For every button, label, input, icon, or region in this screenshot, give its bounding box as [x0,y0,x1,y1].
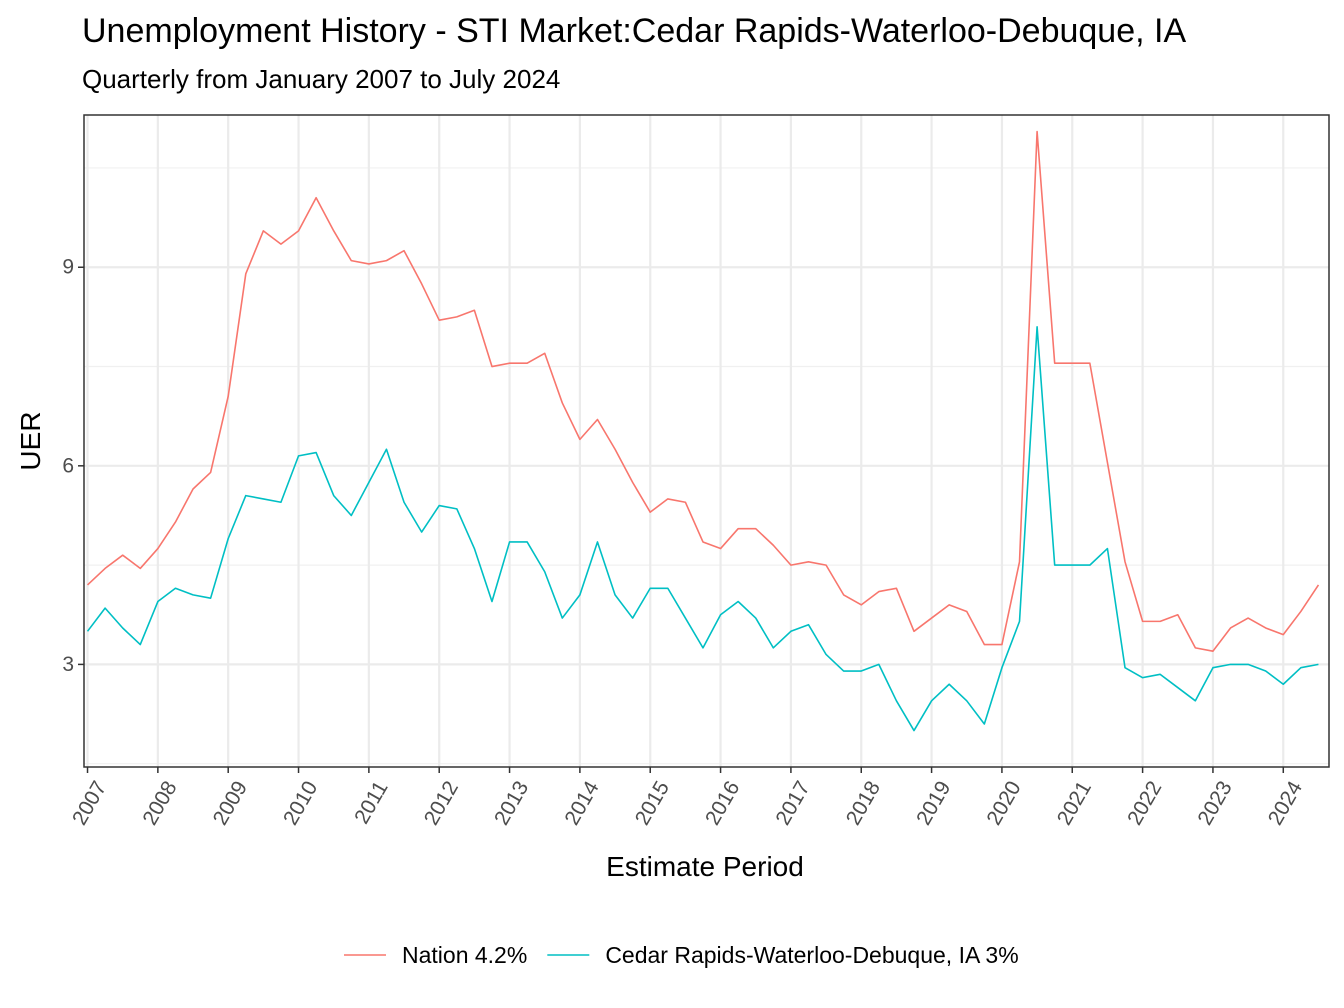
major-gridlines [84,115,1329,767]
x-tick-label: 2022 [1123,777,1166,829]
y-axis: 3 6 9 [62,256,84,676]
series-line-1 [86,326,1319,732]
minor-gridlines [84,167,1329,765]
y-axis-title: UER [15,411,46,470]
series-lines [86,130,1320,732]
x-tick-label: 2019 [912,777,955,829]
x-tick-label: 2008 [138,777,181,829]
chart-title: Unemployment History - STI Market:Cedar … [82,12,1187,50]
y-tick-label: 6 [62,454,74,477]
series-line-0 [86,130,1320,652]
x-axis-title: Estimate Period [606,851,804,882]
x-tick-label: 2023 [1193,777,1236,829]
x-tick-label: 2020 [982,777,1025,829]
legend: Nation 4.2% Cedar Rapids-Waterloo-Debuque… [344,942,1019,968]
x-tick-label: 2007 [68,777,111,829]
x-tick-label: 2010 [279,777,322,829]
x-tick-label: 2009 [209,777,252,829]
x-axis: 2007 2008 2009 2010 2011 2012 2013 2014 2015 2016… [68,767,1307,829]
x-tick-label: 2021 [1053,777,1096,829]
x-tick-label: 2014 [560,777,603,829]
chart-subtitle: Quarterly from January 2007 to July 2024 [82,64,561,94]
legend-label-1: Cedar Rapids-Waterloo-Debuque, IA 3% [605,942,1018,968]
y-tick-label: 3 [62,653,74,676]
x-tick-label: 2016 [701,777,744,829]
x-tick-label: 2015 [631,777,674,829]
x-tick-label: 2013 [490,777,533,829]
x-tick-label: 2024 [1264,777,1307,829]
x-tick-label: 2017 [771,777,814,829]
plot-panel-border [83,114,1330,768]
x-tick-label: 2011 [350,777,393,828]
x-tick-label: 2012 [420,777,463,829]
legend-label-0: Nation 4.2% [402,942,527,968]
y-tick-label: 9 [62,256,74,279]
x-tick-label: 2018 [842,777,885,829]
